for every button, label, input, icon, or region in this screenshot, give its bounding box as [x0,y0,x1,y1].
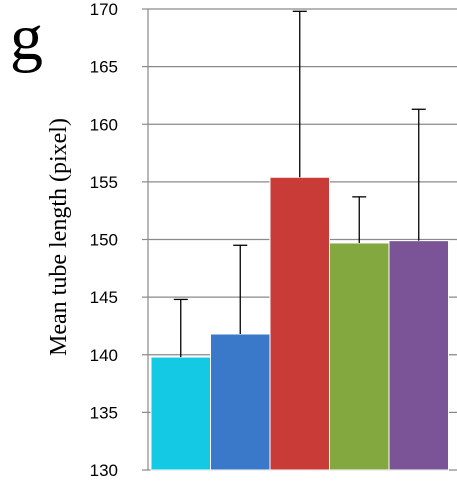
y-tick-label: 140 [90,346,118,365]
bars [150,176,449,471]
y-tick-label: 155 [90,173,118,192]
y-tick-label: 170 [90,0,118,19]
y-axis: 130 135 140 145 150 155 160 165 170 [90,0,149,480]
bar [210,333,271,471]
y-tick-label: 150 [90,231,118,250]
y-tick-label: 160 [90,115,118,134]
y-tick-label: 130 [90,461,118,480]
bar [388,240,449,471]
y-tick-label: 135 [90,403,118,422]
y-tick-label: 165 [90,58,118,77]
panel-label: g [10,1,43,74]
y-axis-label: Mean tube length (pixel) [46,118,72,356]
bar [269,176,330,471]
bar [150,356,211,471]
y-tick-label: 145 [90,288,118,307]
bar [329,242,390,471]
error-bars [173,10,426,358]
